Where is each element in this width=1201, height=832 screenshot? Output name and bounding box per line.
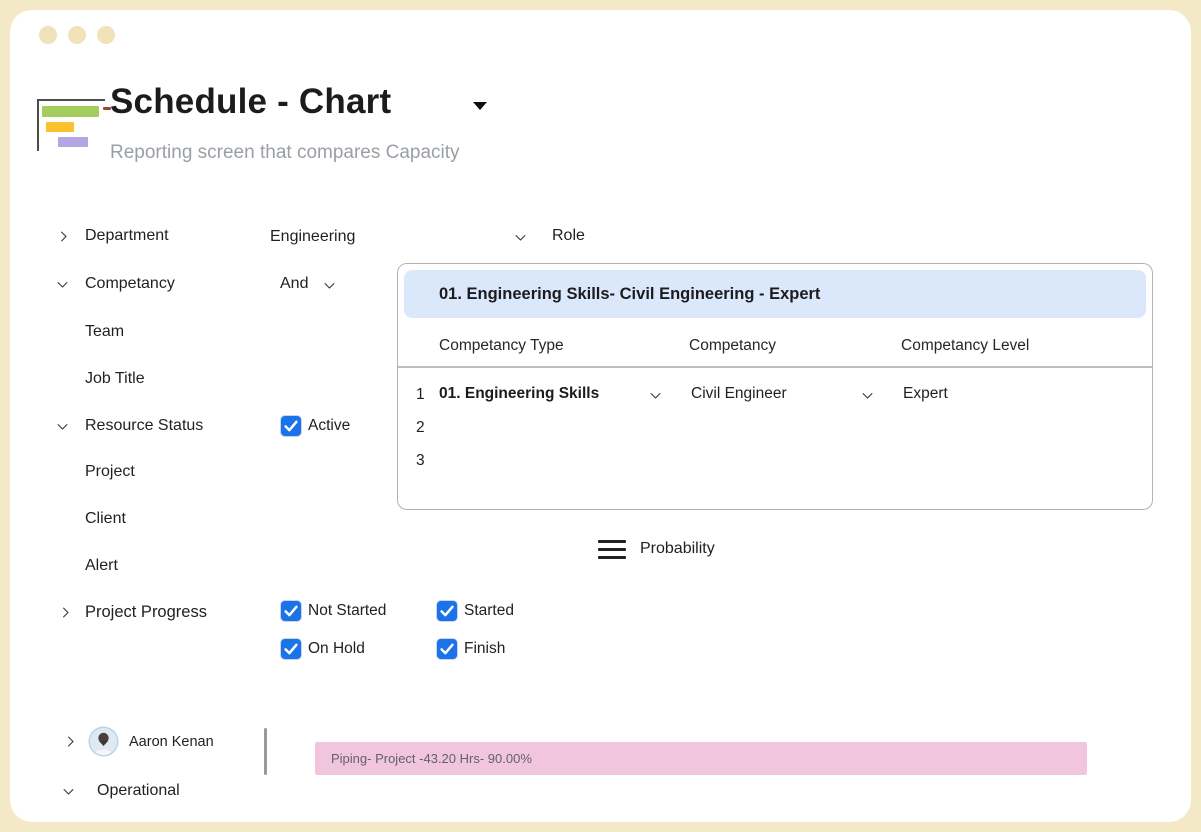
page-title: Schedule - Chart (110, 82, 392, 121)
sidebar-item-project[interactable]: Project (85, 463, 135, 480)
gantt-bar-purple (58, 137, 88, 147)
resource-row-aaron-kenan[interactable]: Aaron Kenan (63, 728, 214, 755)
not-started-label: Not Started (308, 602, 387, 619)
probability-row[interactable]: Probability (598, 540, 715, 559)
active-checkbox-label: Active (308, 417, 351, 434)
chevron-right-icon[interactable] (63, 734, 78, 749)
row-number: 1 (416, 386, 425, 403)
sidebar-item-label: Department (85, 227, 169, 244)
sidebar-item-project-progress[interactable]: Project Progress (58, 603, 207, 625)
sidebar-item-client[interactable]: Client (85, 510, 126, 527)
progress-checkbox-started: Started (437, 601, 514, 626)
sidebar-item-label: Project Progress (85, 603, 207, 621)
role-section-header[interactable]: Role (513, 227, 585, 250)
window-controls (39, 26, 126, 49)
sidebar-item-team[interactable]: Team (85, 323, 125, 340)
progress-checkbox-not-started: Not Started (281, 601, 386, 626)
chevron-down-icon[interactable] (860, 388, 875, 403)
chevron-down-icon[interactable] (55, 277, 70, 292)
window-dot-1 (39, 26, 57, 44)
column-header-competancy: Competancy (689, 337, 777, 354)
operator-value: And (280, 275, 309, 292)
timeline-divider (264, 728, 267, 775)
sidebar-item-label: Resource Status (85, 417, 204, 434)
chevron-down-icon[interactable] (513, 230, 528, 245)
column-header-competancy-level: Competancy Level (901, 337, 1030, 354)
drag-handle-icon[interactable] (598, 540, 626, 559)
department-select-value[interactable]: Engineering (270, 228, 356, 245)
chevron-right-icon[interactable] (56, 229, 71, 244)
sidebar-item-job-title[interactable]: Job Title (85, 370, 145, 387)
not-started-checkbox[interactable] (281, 601, 301, 621)
gantt-bar-yellow (46, 122, 74, 132)
table-header-divider (398, 366, 1152, 368)
chevron-down-icon[interactable] (648, 388, 663, 403)
finish-checkbox[interactable] (437, 639, 457, 659)
column-header-competancy-type: Competancy Type (439, 337, 564, 354)
probability-label: Probability (640, 540, 715, 557)
group-label: Operational (97, 782, 180, 799)
chevron-down-icon[interactable] (61, 784, 76, 799)
active-checkbox-row: Active (281, 416, 350, 441)
role-label: Role (552, 227, 585, 244)
chevron-down-icon (322, 278, 337, 293)
sidebar-item-alert[interactable]: Alert (85, 557, 118, 574)
window-dot-2 (68, 26, 86, 44)
started-checkbox[interactable] (437, 601, 457, 621)
on-hold-label: On Hold (308, 640, 365, 657)
window-dot-3 (97, 26, 115, 44)
operator-select[interactable]: And (280, 275, 335, 293)
gantt-bar-red-tick (103, 107, 111, 110)
cell-competancy-level[interactable]: Expert (903, 385, 948, 402)
row-number: 2 (416, 419, 425, 436)
active-checkbox[interactable] (281, 416, 301, 436)
sidebar-item-label: Competancy (85, 275, 175, 292)
title-caret-icon[interactable] (471, 99, 489, 117)
chevron-right-icon[interactable] (58, 605, 73, 620)
sidebar-item-resource-status[interactable]: Resource Status (55, 417, 203, 439)
gantt-bar-green (42, 106, 99, 117)
competancy-panel: 01. Engineering Skills- Civil Engineerin… (397, 263, 1153, 510)
cell-competancy-type[interactable]: 01. Engineering Skills (439, 385, 600, 402)
started-label: Started (464, 602, 514, 619)
progress-checkbox-finish: Finish (437, 639, 505, 664)
cell-competancy[interactable]: Civil Engineer (691, 385, 787, 402)
chevron-down-icon[interactable] (55, 419, 70, 434)
group-row-operational[interactable]: Operational (61, 782, 180, 804)
avatar (90, 728, 117, 755)
schedule-bar[interactable]: Piping- Project -43.20 Hrs- 90.00% (315, 742, 1087, 775)
page-subtitle: Reporting screen that compares Capacity (110, 142, 460, 163)
gantt-chart-icon (37, 99, 111, 151)
sidebar-item-department[interactable]: Department (56, 227, 169, 249)
competancy-summary-header[interactable]: 01. Engineering Skills- Civil Engineerin… (404, 270, 1146, 318)
sidebar-item-competancy[interactable]: Competancy (55, 275, 175, 297)
progress-checkbox-on-hold: On Hold (281, 639, 365, 664)
row-number: 3 (416, 452, 425, 469)
resource-name: Aaron Kenan (129, 734, 214, 750)
finish-label: Finish (464, 640, 506, 657)
on-hold-checkbox[interactable] (281, 639, 301, 659)
